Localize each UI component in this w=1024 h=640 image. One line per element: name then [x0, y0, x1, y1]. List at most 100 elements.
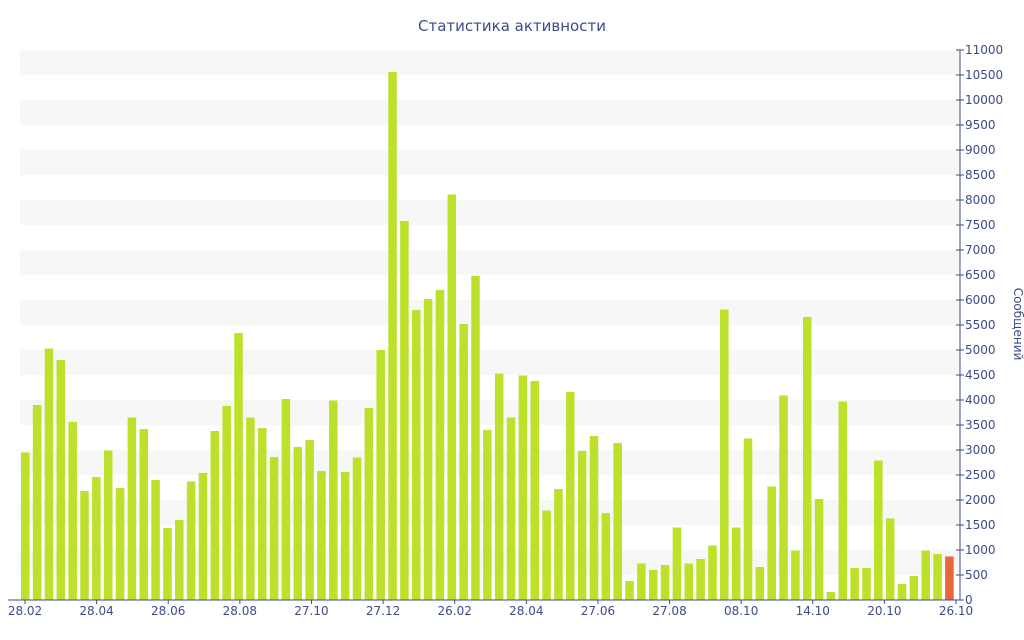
bar[interactable]: [672, 527, 682, 601]
bar[interactable]: [115, 488, 125, 600]
bar[interactable]: [459, 324, 468, 600]
bar[interactable]: [909, 576, 919, 600]
bar[interactable]: [814, 499, 824, 600]
x-tick-label: 28.02: [8, 604, 42, 618]
bar[interactable]: [376, 350, 385, 600]
bar[interactable]: [175, 520, 184, 600]
bar[interactable]: [696, 559, 705, 600]
y-tick-label: 2000: [965, 493, 996, 507]
grid-band: [20, 400, 960, 425]
bar[interactable]: [32, 405, 42, 600]
bar[interactable]: [269, 457, 279, 600]
bar[interactable]: [625, 581, 634, 600]
bar[interactable]: [352, 457, 362, 601]
y-tick-label: 1000: [965, 543, 996, 557]
bar[interactable]: [186, 481, 196, 601]
grid-band: [20, 350, 960, 375]
bar[interactable]: [56, 360, 66, 600]
bar[interactable]: [127, 417, 137, 601]
bar[interactable]: [838, 401, 848, 601]
bar[interactable]: [411, 310, 421, 600]
bar[interactable]: [364, 408, 374, 600]
bar[interactable]: [400, 221, 409, 600]
bar[interactable]: [885, 518, 895, 601]
bar[interactable]: [779, 395, 788, 601]
bar[interactable]: [826, 592, 836, 600]
chart-title: Статистика активности: [418, 17, 606, 35]
bar[interactable]: [637, 563, 646, 601]
bar[interactable]: [933, 554, 942, 600]
bar[interactable]: [163, 528, 172, 600]
bar[interactable]: [447, 194, 457, 601]
bar[interactable]: [554, 489, 563, 600]
bar[interactable]: [222, 406, 231, 600]
x-tick-label: 28.08: [223, 604, 257, 618]
bar[interactable]: [518, 375, 528, 601]
bar[interactable]: [21, 452, 30, 601]
bar[interactable]: [731, 527, 741, 601]
bar[interactable]: [210, 431, 220, 600]
bar[interactable]: [494, 373, 504, 601]
bar[interactable]: [506, 417, 516, 601]
bar[interactable]: [708, 545, 717, 601]
bar[interactable]: [850, 568, 859, 600]
bar[interactable]: [388, 72, 397, 600]
x-tick-label: 26.10: [939, 604, 973, 618]
bar[interactable]: [139, 429, 149, 600]
bar[interactable]: [660, 565, 670, 600]
bar[interactable]: [566, 392, 575, 600]
bar[interactable]: [293, 447, 303, 600]
bar[interactable]: [874, 460, 883, 601]
bar[interactable]: [684, 563, 694, 601]
bar[interactable]: [945, 556, 954, 601]
bar[interactable]: [103, 450, 113, 601]
bar[interactable]: [92, 477, 101, 600]
bar[interactable]: [530, 381, 539, 600]
grid-band: [20, 250, 960, 275]
bar[interactable]: [317, 471, 326, 600]
y-tick-label: 2500: [965, 468, 996, 482]
bar[interactable]: [423, 299, 433, 600]
bar[interactable]: [151, 480, 160, 600]
bar[interactable]: [340, 472, 350, 600]
bar[interactable]: [471, 276, 480, 600]
bar[interactable]: [577, 451, 587, 600]
bars-group: [21, 72, 954, 600]
y-axis-label: Сообщений: [1011, 288, 1024, 361]
x-tick-label: 27.06: [581, 604, 615, 618]
bar[interactable]: [435, 290, 445, 600]
bar[interactable]: [755, 567, 765, 600]
bar[interactable]: [767, 486, 776, 601]
bar[interactable]: [921, 550, 930, 601]
bar[interactable]: [720, 309, 729, 601]
bar[interactable]: [897, 584, 907, 600]
y-tick-label: 8000: [965, 193, 996, 207]
bar[interactable]: [743, 438, 753, 601]
y-tick-label: 3000: [965, 443, 996, 457]
bar[interactable]: [483, 430, 492, 600]
bar[interactable]: [198, 473, 208, 600]
bar[interactable]: [329, 400, 338, 601]
bar[interactable]: [234, 333, 243, 600]
bar[interactable]: [44, 348, 54, 601]
bar[interactable]: [601, 513, 611, 600]
x-tick-label: 26.02: [438, 604, 472, 618]
x-tick-label: 08.10: [724, 604, 758, 618]
bar[interactable]: [305, 440, 314, 600]
bar[interactable]: [862, 568, 871, 600]
bar[interactable]: [589, 436, 599, 600]
bar[interactable]: [257, 428, 267, 600]
bar[interactable]: [246, 417, 255, 601]
bar[interactable]: [802, 317, 812, 600]
y-tick-label: 10500: [965, 68, 1003, 82]
bar[interactable]: [80, 491, 89, 600]
bar[interactable]: [791, 550, 800, 601]
y-tick-label: 7500: [965, 218, 996, 232]
bar[interactable]: [542, 510, 551, 601]
y-tick-label: 11000: [965, 43, 1003, 57]
bar[interactable]: [281, 399, 291, 600]
bar[interactable]: [648, 570, 658, 600]
bar[interactable]: [613, 443, 622, 600]
bar[interactable]: [68, 422, 77, 600]
y-axis: 0 500 1000 1500 2000 2500 3000 3500 4000 4500 5000…: [956, 43, 1003, 607]
